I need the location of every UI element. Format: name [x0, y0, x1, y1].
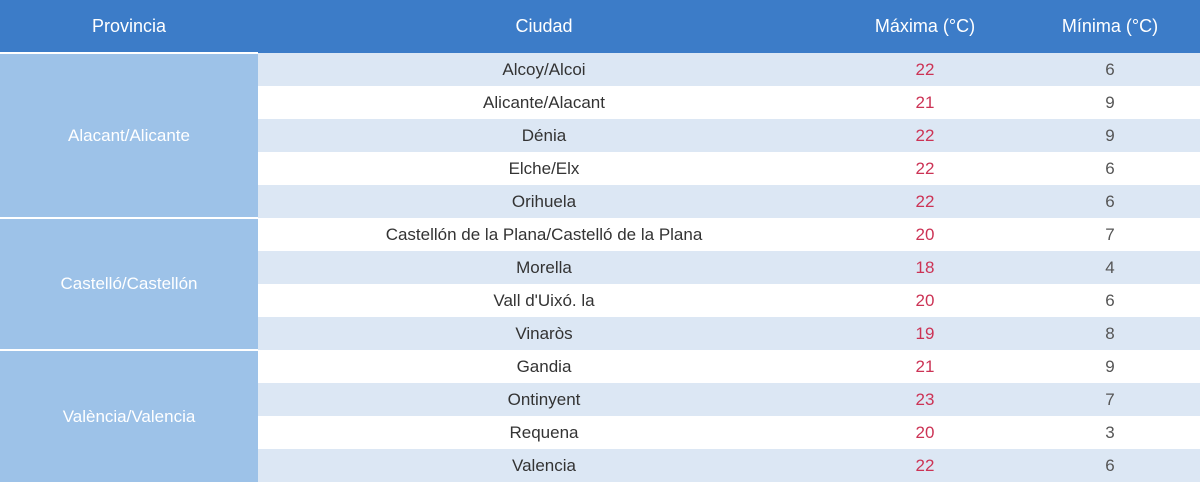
- table-row: Vall d'Uixó. la 20 6: [0, 284, 1200, 317]
- table-row: Alacant/Alicante Alcoy/Alcoi 22 6: [0, 52, 1200, 218]
- max-temp-cell: 22: [830, 119, 1020, 152]
- table-body: Alacant/Alicante Alcoy/Alcoi 22 6 Alicante/A…: [0, 52, 1200, 482]
- table-row: Morella 18 4: [0, 251, 1200, 284]
- min-temp-cell: 8: [1020, 317, 1200, 350]
- city-cell: Castellón de la Plana/Castelló de la Pla…: [258, 218, 830, 251]
- city-cell: Dénia: [258, 119, 830, 152]
- header-row: Provincia Ciudad Máxima (°C) Mínima (°C): [0, 0, 1200, 53]
- table-row: Requena 20 3: [0, 416, 1200, 449]
- header-provincia: Provincia: [0, 0, 258, 53]
- min-temp-cell: 9: [1020, 119, 1200, 152]
- city-cell: Valencia: [258, 449, 830, 482]
- header-maxima: Máxima (°C): [830, 0, 1020, 53]
- city-cell: Ontinyent: [258, 383, 830, 416]
- max-temp-cell: 21: [830, 86, 1020, 119]
- province-cell: Castelló/Castellón: [0, 217, 258, 350]
- max-temp-cell: 19: [830, 317, 1020, 350]
- table-row: Dénia 22 9: [0, 119, 1200, 152]
- city-cell: Requena: [258, 416, 830, 449]
- city-cell: Elche/Elx: [258, 152, 830, 185]
- min-temp-cell: 6: [1020, 449, 1200, 482]
- city-cell: Vall d'Uixó. la: [258, 284, 830, 317]
- max-temp-cell: 20: [830, 416, 1020, 449]
- province-cell: València/Valencia: [0, 349, 258, 482]
- min-temp-cell: 6: [1020, 284, 1200, 317]
- min-temp-cell: 4: [1020, 251, 1200, 284]
- city-cell: Alicante/Alacant: [258, 86, 830, 119]
- table-row: Orihuela 22 6: [0, 185, 1200, 218]
- max-temp-cell: 22: [830, 449, 1020, 482]
- min-temp-cell: 9: [1020, 86, 1200, 119]
- max-temp-cell: 21: [830, 350, 1020, 383]
- province-cell: Alacant/Alicante: [0, 52, 258, 218]
- max-temp-cell: 22: [830, 185, 1020, 218]
- table-row: Valencia 22 6: [0, 449, 1200, 482]
- max-temp-cell: 22: [830, 53, 1020, 86]
- min-temp-cell: 7: [1020, 383, 1200, 416]
- max-temp-cell: 18: [830, 251, 1020, 284]
- city-cell: Orihuela: [258, 185, 830, 218]
- table-row: Castelló/Castellón Castellón de la Plana/…: [0, 217, 1200, 350]
- table-row: Elche/Elx 22 6: [0, 152, 1200, 185]
- header-ciudad: Ciudad: [258, 0, 830, 53]
- table-row: Vinaròs 19 8: [0, 317, 1200, 350]
- min-temp-cell: 3: [1020, 416, 1200, 449]
- table-row: Alicante/Alacant 21 9: [0, 86, 1200, 119]
- min-temp-cell: 6: [1020, 185, 1200, 218]
- city-cell: Vinaròs: [258, 317, 830, 350]
- table-row: Ontinyent 23 7: [0, 383, 1200, 416]
- min-temp-cell: 9: [1020, 350, 1200, 383]
- max-temp-cell: 20: [830, 284, 1020, 317]
- header-minima: Mínima (°C): [1020, 0, 1200, 53]
- min-temp-cell: 6: [1020, 53, 1200, 86]
- city-cell: Gandia: [258, 350, 830, 383]
- max-temp-cell: 20: [830, 218, 1020, 251]
- min-temp-cell: 7: [1020, 218, 1200, 251]
- city-cell: Alcoy/Alcoi: [258, 53, 830, 86]
- city-cell: Morella: [258, 251, 830, 284]
- max-temp-cell: 22: [830, 152, 1020, 185]
- table-row: València/Valencia Gandia 21 9: [0, 349, 1200, 482]
- max-temp-cell: 23: [830, 383, 1020, 416]
- min-temp-cell: 6: [1020, 152, 1200, 185]
